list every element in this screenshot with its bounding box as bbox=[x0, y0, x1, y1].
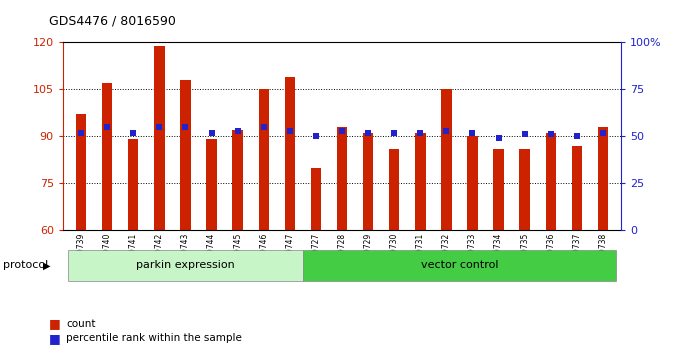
Point bbox=[597, 130, 609, 135]
Bar bbox=[467, 136, 477, 230]
Point bbox=[154, 124, 165, 130]
Bar bbox=[303, 250, 616, 281]
Point bbox=[284, 128, 295, 133]
Point bbox=[311, 133, 322, 139]
Bar bbox=[285, 77, 295, 230]
Bar bbox=[180, 80, 191, 230]
Bar bbox=[389, 149, 399, 230]
Point bbox=[545, 132, 556, 137]
Point bbox=[519, 132, 530, 137]
Bar bbox=[441, 89, 452, 230]
Bar bbox=[363, 133, 373, 230]
Point bbox=[336, 128, 348, 133]
Text: ■: ■ bbox=[49, 318, 61, 330]
Bar bbox=[76, 114, 87, 230]
Point bbox=[389, 130, 400, 135]
Point bbox=[128, 130, 139, 135]
Point bbox=[362, 130, 373, 135]
Bar bbox=[546, 133, 556, 230]
Bar bbox=[258, 89, 269, 230]
Text: GDS4476 / 8016590: GDS4476 / 8016590 bbox=[49, 14, 176, 27]
Point bbox=[493, 135, 504, 141]
Bar bbox=[154, 46, 165, 230]
Bar bbox=[232, 130, 243, 230]
Point bbox=[232, 128, 243, 133]
Bar bbox=[415, 133, 426, 230]
Bar bbox=[337, 127, 347, 230]
Text: ▶: ▶ bbox=[43, 261, 51, 270]
Bar bbox=[311, 167, 321, 230]
Text: count: count bbox=[66, 319, 96, 329]
Point bbox=[258, 124, 269, 130]
Text: percentile rank within the sample: percentile rank within the sample bbox=[66, 333, 242, 343]
Point bbox=[102, 124, 113, 130]
Bar bbox=[493, 149, 504, 230]
Bar bbox=[597, 127, 608, 230]
Point bbox=[75, 130, 87, 135]
Bar bbox=[519, 149, 530, 230]
Point bbox=[571, 133, 582, 139]
Text: parkin expression: parkin expression bbox=[136, 260, 235, 270]
Point bbox=[467, 130, 478, 135]
Bar bbox=[207, 139, 217, 230]
Bar bbox=[572, 146, 582, 230]
Point bbox=[415, 130, 426, 135]
Point bbox=[206, 130, 217, 135]
Text: protocol: protocol bbox=[3, 261, 49, 270]
Point bbox=[441, 128, 452, 133]
Point bbox=[180, 124, 191, 130]
Bar bbox=[68, 250, 303, 281]
Bar bbox=[102, 83, 112, 230]
Text: ■: ■ bbox=[49, 332, 61, 344]
Text: vector control: vector control bbox=[421, 260, 498, 270]
Bar bbox=[128, 139, 138, 230]
